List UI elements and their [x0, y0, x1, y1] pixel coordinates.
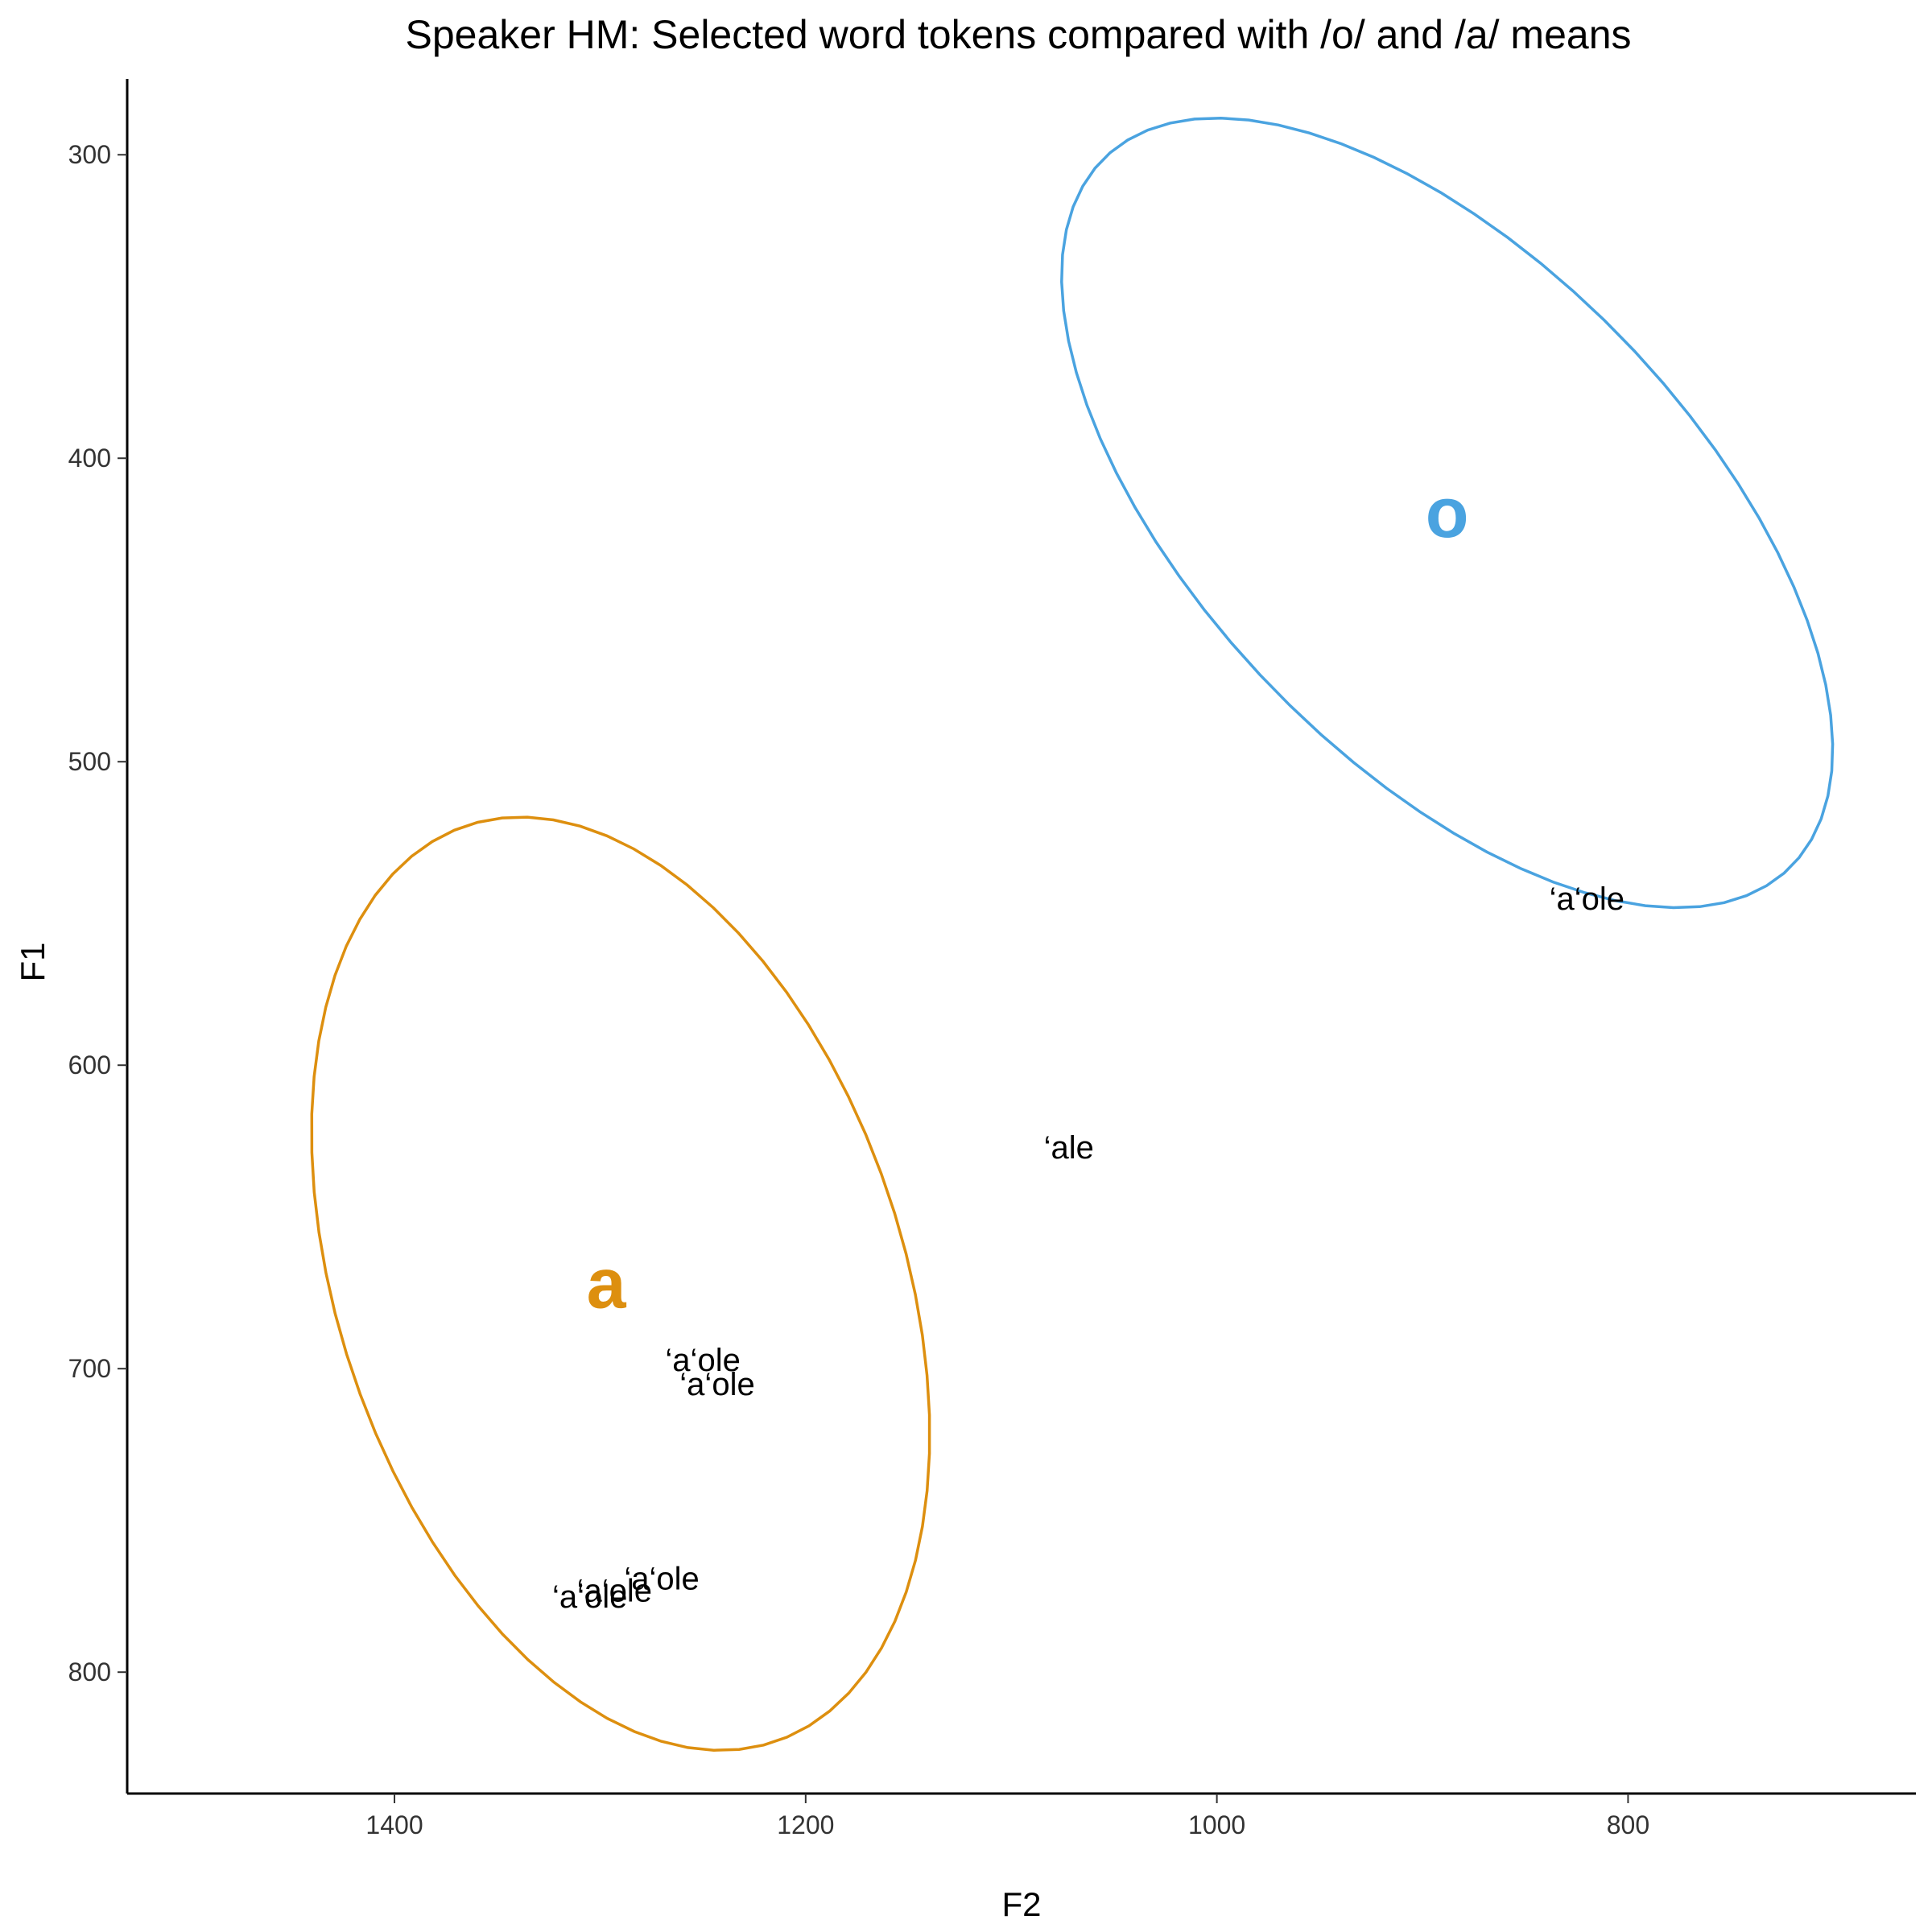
- token-label: ‘a‘ole: [552, 1579, 627, 1615]
- x-tick-label: 800: [1607, 1810, 1649, 1839]
- x-axis-title: F2: [1001, 1885, 1041, 1923]
- token-label: ‘ale: [1044, 1130, 1094, 1166]
- chart-title: Speaker HM: Selected word tokens compare…: [406, 12, 1632, 57]
- y-tick-label: 500: [68, 747, 111, 776]
- ellipse-a: [310, 815, 931, 1752]
- x-tick-label: 1000: [1188, 1810, 1245, 1839]
- x-tick-label: 1400: [365, 1810, 423, 1839]
- token-label: ‘a‘ole: [577, 1573, 652, 1608]
- mean-label-a: a: [587, 1244, 627, 1323]
- token-label: ‘a‘ole: [665, 1343, 740, 1378]
- y-tick-label: 300: [68, 140, 111, 169]
- y-axis-ticks: 300 400 500 600 700 800: [68, 140, 127, 1686]
- y-tick-label: 600: [68, 1051, 111, 1080]
- token-label: ‘a‘ole: [679, 1367, 754, 1402]
- token-label: ‘a‘ole: [624, 1561, 699, 1596]
- plot-area: oa‘a‘ole‘ale‘a‘ole‘a‘ole‘a‘ole‘a‘ole‘a‘o…: [310, 116, 1835, 1752]
- x-tick-label: 1200: [777, 1810, 834, 1839]
- y-axis-title: F1: [14, 942, 52, 981]
- token-label: ‘a‘ole: [1550, 881, 1624, 917]
- y-tick-label: 800: [68, 1657, 111, 1686]
- x-axis-ticks: 1400 1200 1000 800: [365, 1794, 1649, 1839]
- ellipse-o: [1060, 116, 1835, 910]
- y-tick-label: 700: [68, 1354, 111, 1383]
- mean-label-o: o: [1426, 473, 1469, 552]
- y-tick-label: 400: [68, 444, 111, 473]
